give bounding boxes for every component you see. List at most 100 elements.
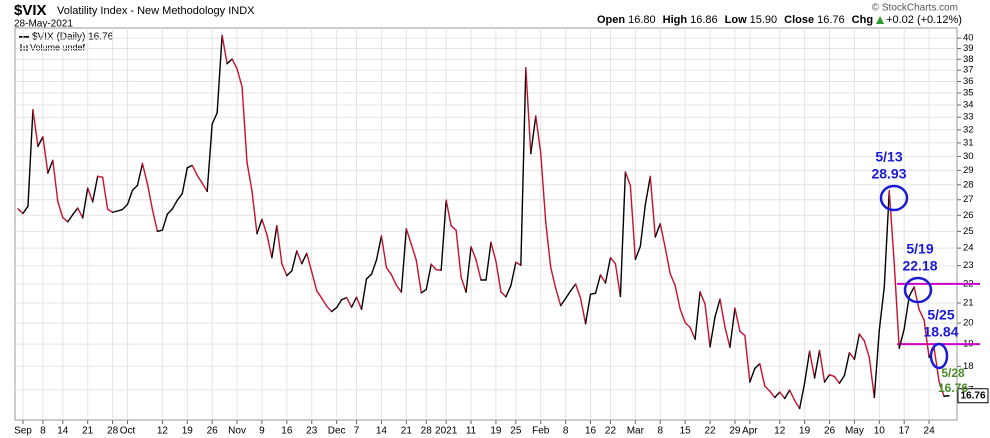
- price-segment: [779, 391, 786, 400]
- quote-value: 16.80: [628, 14, 656, 26]
- price-segment: [644, 175, 651, 206]
- price-segment: [545, 221, 552, 268]
- x-tick-label: 26: [824, 426, 836, 437]
- price-segment: [574, 283, 582, 299]
- price-segment: [47, 159, 54, 174]
- plot-frame: [14, 27, 958, 421]
- price-segment: [639, 204, 647, 248]
- price-segment: [654, 223, 661, 238]
- x-tick-label: 16: [281, 426, 293, 437]
- price-segment: [808, 350, 816, 379]
- y-tick-label: 30: [963, 151, 974, 162]
- price-segment: [774, 391, 781, 399]
- price-segment: [271, 224, 278, 259]
- price-segment: [699, 291, 706, 305]
- price-segment: [181, 167, 188, 195]
- y-tick-label: 31: [963, 137, 974, 148]
- price-segment: [679, 308, 686, 324]
- price-segment: [485, 241, 492, 281]
- y-tick-label: 40: [963, 33, 974, 44]
- x-tick-label: Feb: [532, 426, 550, 437]
- price-segment: [784, 389, 791, 400]
- price-segment: [360, 278, 368, 311]
- x-tick-label: 8: [563, 426, 569, 437]
- price-segment: [206, 123, 213, 193]
- x-tick-label: 8: [657, 426, 663, 437]
- price-segment: [281, 263, 288, 277]
- price-segment: [420, 288, 427, 294]
- x-tick-label: 16: [585, 426, 597, 437]
- quote-label: Open: [597, 14, 625, 26]
- price-segment: [32, 109, 39, 147]
- x-tick-label: 19: [799, 426, 811, 437]
- price-segment: [296, 250, 303, 265]
- x-tick-label: 12: [157, 426, 169, 437]
- quote-label: Close: [784, 14, 814, 26]
- price-segment: [734, 307, 741, 332]
- price-segment: [868, 356, 876, 399]
- price-segment: [470, 246, 477, 261]
- price-segment: [121, 203, 129, 211]
- price-segment: [883, 190, 890, 288]
- price-segment: [320, 297, 328, 307]
- price-segment: [450, 225, 457, 231]
- price-segment: [510, 261, 517, 287]
- price-segment: [221, 34, 228, 65]
- price-segment: [236, 68, 243, 88]
- price-segment: [231, 58, 238, 70]
- y-tick-label: 26: [963, 210, 974, 221]
- price-segment: [246, 161, 253, 192]
- price-segment: [689, 326, 696, 340]
- price-segment: [525, 67, 532, 155]
- price-segment: [126, 189, 134, 206]
- y-tick-label: 28: [963, 179, 974, 190]
- price-segment: [554, 287, 562, 307]
- price-segment: [828, 374, 836, 378]
- price-segment: [505, 284, 512, 298]
- y-tick-label: 34: [963, 99, 974, 110]
- price-segment: [390, 273, 398, 286]
- price-segment: [131, 184, 139, 191]
- price-segment: [87, 187, 94, 203]
- price-segment: [609, 256, 617, 265]
- price-segment: [684, 321, 691, 329]
- price-segment: [256, 218, 263, 235]
- price-segment: [350, 296, 358, 308]
- x-tick-label: 2021: [435, 426, 458, 437]
- price-segment: [101, 176, 109, 210]
- y-tick-label: 36: [963, 76, 974, 87]
- annotation-date: 5/28: [941, 366, 965, 380]
- price-segment: [903, 295, 910, 330]
- price-segment: [893, 262, 900, 350]
- price-segment: [744, 334, 751, 383]
- price-segment: [375, 235, 383, 261]
- x-tick-label: 11: [466, 426, 477, 437]
- price-segment: [754, 362, 761, 370]
- price-segment: [863, 340, 871, 359]
- y-tick-label: 20: [963, 318, 974, 329]
- price-segment: [106, 208, 114, 213]
- x-tick-label: 21: [82, 426, 94, 437]
- x-tick-label: Nov: [228, 426, 246, 437]
- price-segment: [694, 291, 701, 340]
- price-segment: [739, 330, 746, 337]
- x-tick-label: 12: [774, 426, 786, 437]
- price-segment: [579, 297, 587, 325]
- price-segment: [530, 115, 537, 155]
- price-segment: [475, 259, 482, 281]
- y-tick-label: 23: [963, 260, 974, 271]
- price-segment: [559, 297, 567, 307]
- price-segment: [649, 175, 656, 238]
- x-tick-label: 19: [182, 426, 194, 437]
- price-segment: [316, 289, 323, 299]
- y-tick-label: 39: [963, 43, 974, 54]
- price-segment: [858, 333, 866, 342]
- price-segment: [619, 171, 627, 298]
- price-segment: [838, 374, 846, 384]
- price-segment: [22, 205, 29, 215]
- annotation-value: 28.93: [871, 166, 906, 182]
- chart-date: 28-May-2021: [14, 19, 73, 30]
- price-segment: [888, 190, 895, 265]
- price-segment: [803, 350, 811, 384]
